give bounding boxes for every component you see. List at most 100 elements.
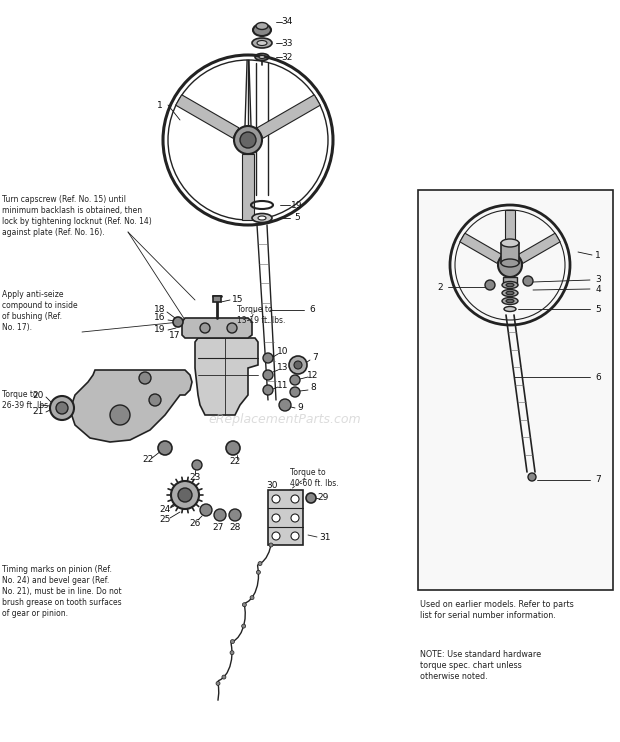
Circle shape	[110, 405, 130, 425]
Circle shape	[173, 317, 183, 327]
Circle shape	[222, 675, 226, 679]
Polygon shape	[175, 95, 239, 138]
Ellipse shape	[501, 239, 519, 247]
Circle shape	[263, 353, 273, 363]
Circle shape	[485, 280, 495, 290]
Text: Timing marks on pinion (Ref.
No. 24) and bevel gear (Ref.
No. 21), must be in li: Timing marks on pinion (Ref. No. 24) and…	[2, 565, 122, 618]
Text: 20: 20	[32, 390, 43, 399]
Text: 13: 13	[277, 364, 289, 372]
Polygon shape	[460, 233, 502, 263]
Text: 26: 26	[189, 519, 201, 528]
Text: 19: 19	[291, 200, 303, 209]
Text: 22: 22	[229, 458, 241, 467]
Circle shape	[171, 481, 199, 509]
Polygon shape	[195, 338, 258, 415]
Circle shape	[192, 460, 202, 470]
Circle shape	[229, 509, 241, 521]
Text: 19: 19	[154, 326, 166, 335]
Ellipse shape	[506, 283, 514, 286]
Ellipse shape	[253, 24, 271, 36]
Text: 2: 2	[437, 283, 443, 292]
Ellipse shape	[259, 56, 265, 59]
Circle shape	[226, 441, 240, 455]
Text: Torque to
26-39 ft. lbs.: Torque to 26-39 ft. lbs.	[2, 390, 50, 410]
Polygon shape	[70, 370, 192, 442]
Circle shape	[240, 132, 256, 148]
Circle shape	[290, 375, 300, 385]
Ellipse shape	[502, 281, 518, 289]
Polygon shape	[505, 210, 515, 253]
Ellipse shape	[252, 214, 272, 223]
Text: 16: 16	[154, 314, 166, 323]
Text: 5: 5	[294, 214, 300, 223]
Text: 5: 5	[595, 304, 601, 314]
Circle shape	[178, 488, 192, 502]
Text: 22: 22	[143, 456, 154, 464]
Text: 6: 6	[309, 306, 315, 315]
Circle shape	[294, 361, 302, 369]
Text: 31: 31	[319, 533, 330, 542]
Circle shape	[149, 394, 161, 406]
Circle shape	[528, 473, 536, 481]
Circle shape	[523, 276, 533, 286]
Bar	[503, 277, 517, 285]
Circle shape	[56, 402, 68, 414]
Text: 15: 15	[232, 295, 244, 304]
Ellipse shape	[506, 292, 514, 295]
Text: 12: 12	[308, 370, 319, 379]
Polygon shape	[518, 233, 560, 263]
Circle shape	[291, 532, 299, 540]
Text: 1: 1	[595, 251, 601, 260]
Circle shape	[258, 562, 262, 565]
Text: 7: 7	[595, 476, 601, 485]
Bar	[268, 490, 303, 545]
Text: 29: 29	[317, 493, 329, 502]
Circle shape	[139, 372, 151, 384]
Ellipse shape	[257, 41, 267, 45]
Circle shape	[498, 253, 522, 277]
Text: Turn capscrew (Ref. No. 15) until
minimum backlash is obtained, then
lock by tig: Turn capscrew (Ref. No. 15) until minimu…	[2, 195, 152, 237]
Circle shape	[272, 495, 280, 503]
Ellipse shape	[256, 22, 268, 30]
Circle shape	[257, 571, 260, 574]
Polygon shape	[182, 318, 252, 338]
Circle shape	[289, 356, 307, 374]
Circle shape	[291, 495, 299, 503]
Text: Apply anti-seize
compound to inside
of bushing (Ref.
No. 17).: Apply anti-seize compound to inside of b…	[2, 290, 78, 332]
Ellipse shape	[506, 299, 514, 303]
Text: Torque to
13-19 ft. lbs.: Torque to 13-19 ft. lbs.	[237, 305, 285, 325]
Circle shape	[290, 387, 300, 397]
Circle shape	[214, 509, 226, 521]
Circle shape	[200, 504, 212, 516]
Text: 34: 34	[281, 18, 293, 27]
Polygon shape	[257, 95, 321, 138]
Circle shape	[272, 532, 280, 540]
Ellipse shape	[255, 53, 269, 61]
Text: 6: 6	[595, 372, 601, 381]
Text: 7: 7	[312, 353, 318, 363]
Text: 18: 18	[154, 306, 166, 315]
Text: 17: 17	[169, 332, 181, 341]
Circle shape	[279, 399, 291, 411]
Ellipse shape	[502, 298, 518, 304]
Text: 11: 11	[277, 381, 289, 390]
Circle shape	[216, 681, 220, 686]
Text: 9: 9	[297, 404, 303, 413]
Circle shape	[250, 596, 254, 600]
Text: 33: 33	[281, 39, 293, 47]
Circle shape	[269, 543, 273, 547]
Text: 21: 21	[32, 407, 43, 416]
Bar	[501, 243, 519, 263]
Circle shape	[231, 640, 234, 643]
Text: Torque to
40-60 ft. lbs.: Torque to 40-60 ft. lbs.	[290, 468, 339, 488]
Polygon shape	[242, 154, 254, 220]
Text: 8: 8	[310, 384, 316, 393]
Text: 28: 28	[229, 522, 241, 531]
Text: 32: 32	[281, 53, 293, 62]
Text: 23: 23	[189, 473, 201, 482]
Text: Used on earlier models. Refer to parts
list for serial number information.: Used on earlier models. Refer to parts l…	[420, 600, 574, 620]
Text: 4: 4	[595, 284, 601, 294]
Text: 24: 24	[159, 505, 170, 514]
Circle shape	[158, 441, 172, 455]
Circle shape	[227, 323, 237, 333]
